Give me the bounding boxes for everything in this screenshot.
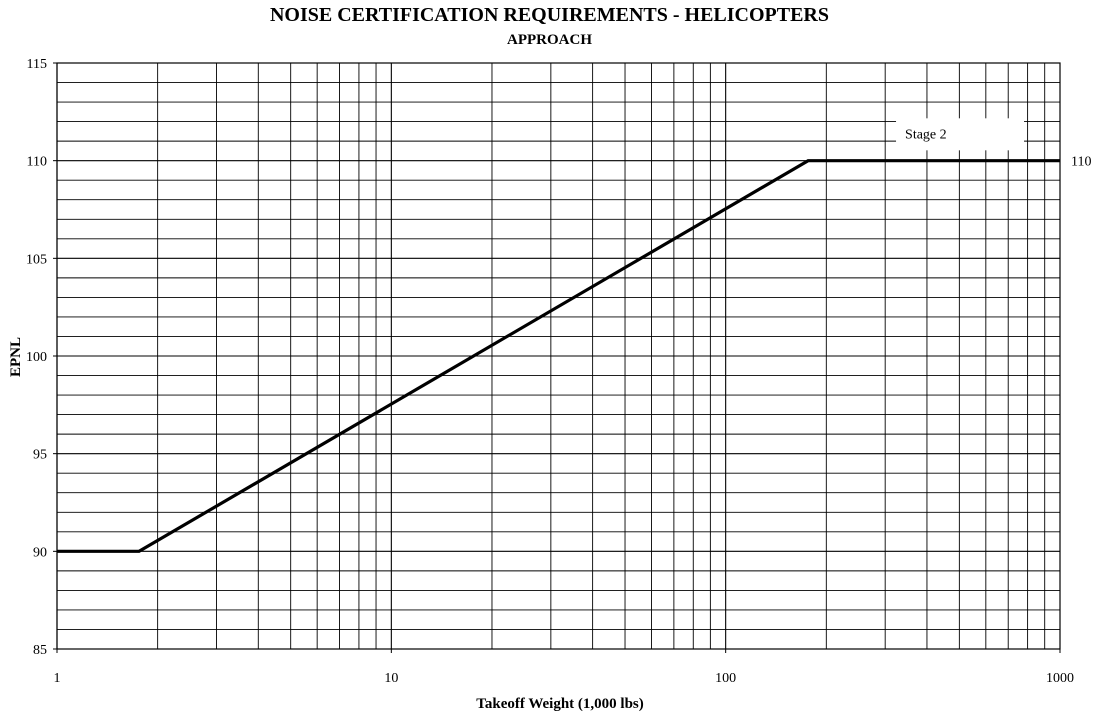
y-axis-label: EPNL	[8, 337, 24, 377]
x-tick-label: 1	[54, 671, 61, 686]
grid-lines	[56, 62, 1060, 650]
series-line	[57, 159, 1060, 553]
series-label: Stage 2	[905, 127, 947, 142]
right-value-label: 110	[1071, 155, 1091, 170]
x-tick-label: 100	[715, 671, 736, 686]
y-tick-label: 110	[27, 155, 47, 170]
chart-subtitle: APPROACH	[507, 32, 592, 48]
x-axis-label: Takeoff Weight (1,000 lbs)	[476, 696, 644, 712]
y-tick-label: 85	[33, 643, 47, 658]
series-label-box	[896, 118, 1025, 151]
y-tick-label: 115	[27, 57, 47, 72]
y-axis-ticks: 85 90 95 100 105 110 115	[26, 57, 57, 658]
y-tick-label: 100	[26, 350, 47, 365]
x-tick-label: 1000	[1046, 671, 1074, 686]
series-lines	[57, 159, 1060, 553]
x-axis-ticks: 1 10 100 1000	[54, 649, 1074, 686]
chart-title: NOISE CERTIFICATION REQUIREMENTS - HELIC…	[269, 4, 830, 26]
annotations: Stage 2 110	[896, 118, 1091, 170]
y-tick-label: 90	[33, 545, 47, 560]
y-tick-label: 95	[33, 448, 47, 463]
y-tick-label: 105	[26, 252, 47, 267]
x-tick-label: 10	[384, 671, 398, 686]
